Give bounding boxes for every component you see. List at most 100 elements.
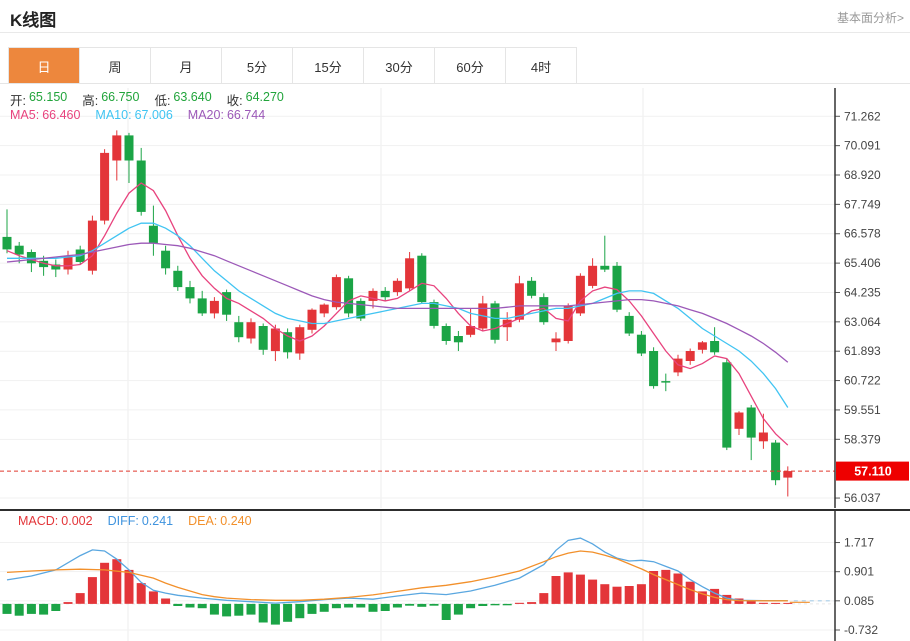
macd-histogram-bar — [478, 603, 488, 606]
candle — [124, 132, 134, 184]
macd-chart-canvas[interactable]: 1.717 0.901 0.085 -0.732 — [0, 511, 910, 641]
candle — [307, 308, 317, 334]
axis-label: 65.406 — [844, 256, 881, 270]
candle-body — [234, 322, 244, 338]
candle — [26, 249, 36, 273]
kline-chart-canvas[interactable]: 71.262 70.091 68.920 67.749 66.578 65.406 64.2… — [0, 88, 910, 508]
macd-histogram-bar — [429, 603, 439, 606]
candle — [453, 330, 463, 352]
axis-label: 63.064 — [844, 315, 881, 329]
candle — [63, 250, 73, 275]
candle-body — [161, 250, 171, 269]
macd-histogram-bar — [185, 603, 195, 608]
candle-body — [673, 358, 683, 373]
macd-histogram-bar — [319, 603, 329, 612]
candle-body — [51, 264, 61, 270]
tab-month[interactable]: 月 — [151, 48, 222, 84]
macd-histogram-bar — [697, 591, 707, 604]
candle — [148, 205, 158, 256]
candle-body — [649, 351, 659, 387]
candle — [441, 323, 451, 345]
candle — [136, 147, 146, 216]
candle — [234, 315, 244, 343]
candle — [161, 245, 171, 275]
candle — [588, 258, 598, 289]
candle-body — [331, 277, 341, 308]
axis-label: 58.379 — [844, 432, 881, 446]
candle-body — [758, 432, 768, 442]
candle-body — [246, 322, 256, 339]
candle — [112, 130, 122, 181]
candle-body — [624, 315, 634, 334]
candle — [319, 303, 329, 318]
candle-body — [405, 258, 415, 289]
macd-histogram-bar — [2, 603, 12, 614]
candle-body — [185, 287, 195, 299]
axis-label: 0.901 — [844, 565, 874, 579]
macd-histogram-bar — [539, 593, 549, 604]
macd-histogram-bar — [771, 602, 781, 604]
macd-histogram-bar — [502, 603, 512, 606]
macd-histogram-bar — [14, 603, 24, 616]
dea-line — [6, 550, 788, 602]
current-price-label — [836, 461, 909, 481]
tab-5min[interactable]: 5分 — [222, 48, 293, 84]
tab-60min[interactable]: 60分 — [435, 48, 506, 84]
candle-body — [222, 292, 232, 315]
candle — [209, 297, 219, 319]
candle — [478, 295, 488, 331]
macd-histogram-bar — [490, 603, 500, 606]
candle-body — [771, 442, 781, 481]
fundamental-analysis-link[interactable]: 基本面分析> — [836, 11, 904, 25]
tab-day[interactable]: 日 — [9, 48, 80, 84]
macd-histogram-bar — [746, 601, 756, 604]
candle-body — [14, 245, 24, 255]
candle — [661, 373, 671, 392]
macd-histogram-bar — [612, 586, 622, 604]
candle-body — [612, 265, 622, 310]
candle — [649, 347, 659, 389]
candle — [551, 332, 561, 352]
candle — [392, 278, 402, 296]
axis-label: 68.920 — [844, 168, 881, 182]
tab-4hour[interactable]: 4时 — [506, 48, 577, 84]
macd-histogram-bar — [307, 603, 317, 614]
macd-histogram-bar — [356, 603, 366, 608]
macd-histogram-bar — [112, 559, 122, 604]
axis-label: 59.551 — [844, 403, 881, 417]
panel-separator — [0, 509, 910, 511]
page-title: K线图 — [10, 11, 57, 30]
candle — [502, 312, 512, 342]
axis-label: 66.578 — [844, 227, 881, 241]
candle — [380, 287, 390, 301]
axis-label: -0.732 — [844, 623, 878, 637]
macd-histogram-bar — [331, 603, 341, 609]
candle — [746, 404, 756, 461]
candle-body — [344, 278, 354, 314]
candle — [185, 280, 195, 304]
macd-histogram-bar — [295, 603, 305, 619]
diff-line — [6, 537, 788, 604]
candle-body — [63, 255, 73, 270]
macd-histogram-bar — [380, 603, 390, 611]
axis-label: 1.717 — [844, 536, 874, 550]
candle — [527, 277, 537, 299]
tab-week[interactable]: 周 — [80, 48, 151, 84]
ma5-line — [6, 182, 789, 446]
candle — [575, 273, 585, 316]
candle — [636, 330, 646, 357]
macd-histogram-bar — [600, 584, 610, 604]
tab-30min[interactable]: 30分 — [364, 48, 435, 84]
axis-label: 71.262 — [844, 109, 881, 123]
tab-15min[interactable]: 15分 — [293, 48, 364, 84]
candle-body — [26, 252, 36, 264]
candle-body — [514, 283, 524, 320]
axis-label: 64.235 — [844, 285, 881, 299]
candle — [722, 358, 732, 451]
macd-histogram-bar — [39, 603, 49, 615]
candle-body — [283, 332, 293, 353]
macd-histogram-bar — [344, 603, 354, 608]
candle — [429, 299, 439, 329]
candle-body — [307, 309, 317, 330]
candle — [417, 253, 427, 304]
